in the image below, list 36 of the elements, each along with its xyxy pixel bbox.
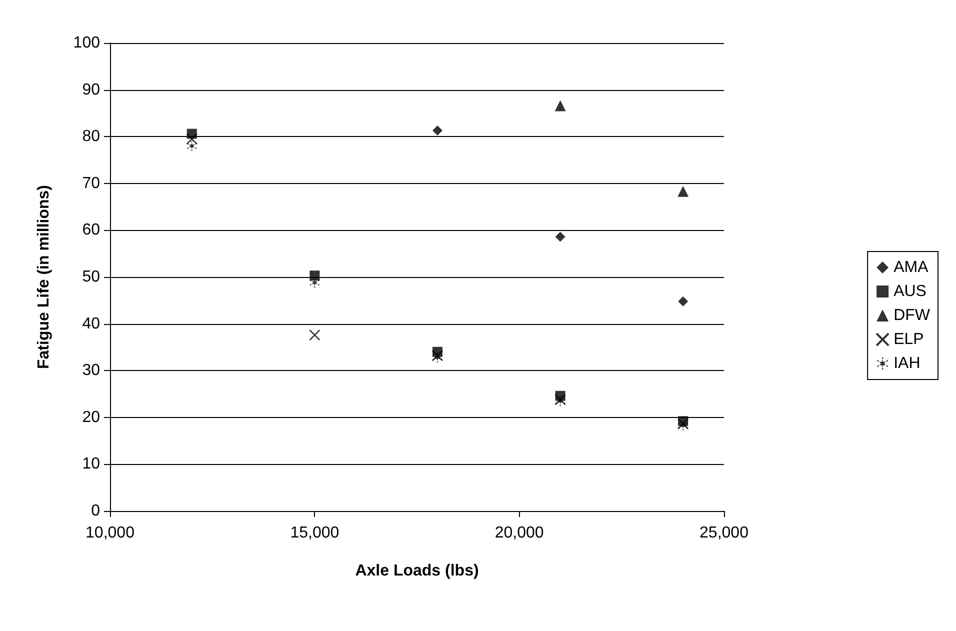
point (186, 140, 197, 151)
y-axis-title: Fatigue Life (in millions) (36, 185, 52, 369)
point (678, 296, 688, 306)
y-tick-label: 20 (82, 408, 100, 426)
legend-label: AUS (894, 283, 926, 300)
y-tick-label: 60 (82, 222, 100, 239)
y-tick-label: 50 (82, 268, 100, 286)
x-tick-label: 20,000 (494, 524, 544, 542)
point (678, 186, 689, 197)
x-tick-label: 25,000 (700, 524, 749, 542)
x-tick-label: 15,000 (290, 524, 340, 542)
legend-label: ELP (894, 331, 924, 348)
point (310, 270, 320, 281)
legend-label: AMA (894, 259, 929, 276)
point (186, 133, 198, 145)
point (309, 329, 320, 341)
y-tick-label: 0 (91, 502, 100, 520)
y-tick-label: 90 (82, 81, 100, 98)
point (432, 352, 442, 362)
point (554, 100, 566, 112)
point (310, 278, 320, 288)
x-tick-label: 10,000 (86, 524, 135, 542)
point (555, 232, 566, 242)
point (432, 350, 444, 362)
point (555, 396, 566, 406)
y-tick-label: 30 (82, 362, 100, 380)
legend-label: DFW (894, 307, 931, 324)
legend-label: IAH (894, 355, 920, 372)
point (432, 126, 442, 136)
x-axis-title: Axle Loads (lbs) (355, 562, 479, 580)
point (554, 394, 566, 406)
y-tick-label: 100 (73, 34, 100, 52)
y-tick-label: 70 (82, 174, 100, 192)
y-tick-label: 80 (82, 128, 100, 146)
y-tick-label: 40 (82, 315, 100, 332)
y-tick-label: 10 (82, 456, 100, 473)
